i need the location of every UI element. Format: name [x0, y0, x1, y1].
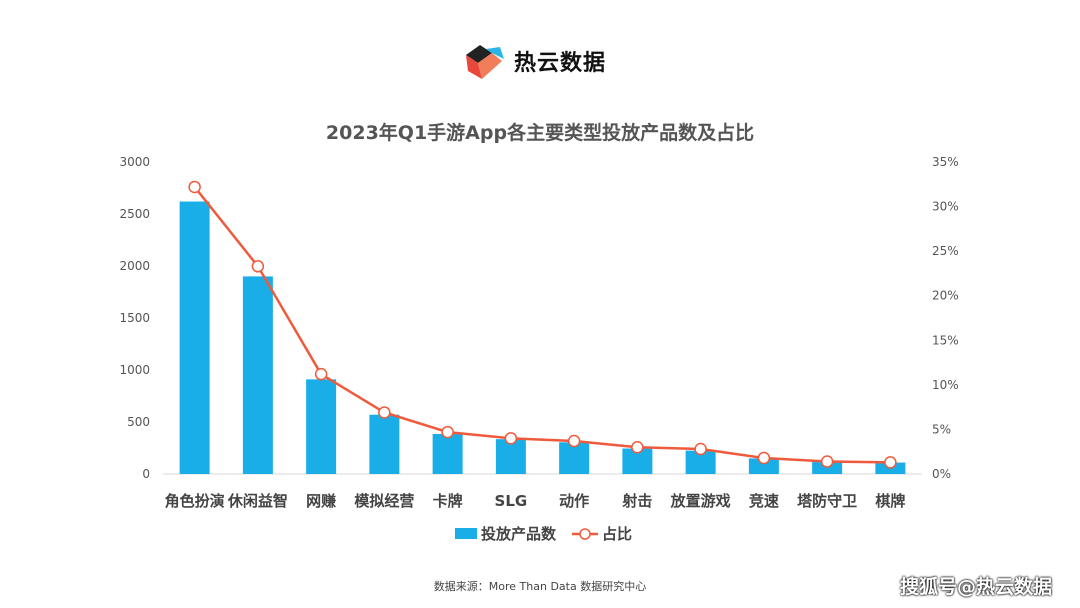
x-tick-label: 休闲益智 [227, 492, 288, 510]
bar [495, 439, 526, 474]
line-point [188, 180, 201, 194]
bar [559, 442, 590, 474]
line-point [820, 455, 834, 468]
x-tick-label: 动作 [559, 492, 589, 510]
y-right-tick-label: 20% [932, 289, 959, 303]
data-source-note: 数据来源：More Than Data 数据研究中心 [433, 580, 647, 593]
y-left-tick-label: 0 [142, 467, 150, 481]
bar [812, 462, 843, 474]
y-left-tick-label: 2500 [119, 207, 150, 221]
brand-logo: 热云数据 [462, 38, 630, 84]
brand-name: 热云数据 [514, 51, 607, 76]
reyun-logo-icon [466, 45, 504, 79]
line-point [567, 434, 581, 448]
legend-swatch-bars [455, 528, 477, 539]
bar [242, 276, 273, 474]
x-tick-label: 塔防守卫 [797, 492, 857, 510]
bar [369, 414, 400, 474]
x-tick-label: 棋牌 [875, 492, 905, 510]
line-point [884, 456, 897, 469]
line-point [378, 406, 391, 419]
x-tick-label: 角色扮演 [165, 492, 225, 510]
legend-label-line: 占比 [602, 525, 632, 543]
watermark: 搜狐号@热云数据 [899, 576, 1052, 598]
bar [306, 379, 337, 474]
bar [432, 433, 463, 474]
bar [179, 201, 210, 474]
line-point [694, 442, 707, 456]
y-left-tick-label: 3000 [119, 155, 150, 169]
y-right-tick-label: 30% [932, 200, 959, 214]
bar [685, 450, 716, 474]
y-right-tick-label: 35% [932, 155, 959, 169]
y-right-tick-label: 0% [932, 467, 951, 481]
line-point [441, 425, 454, 439]
y-right-tick-label: 5% [932, 422, 951, 436]
y-right-tick-label: 10% [932, 378, 959, 392]
chart: 2023年Q1手游App各主要类型投放产品数及占比 0 500 1000 1500 200… [119, 121, 959, 543]
line-point [314, 367, 328, 381]
line-point [631, 441, 644, 454]
legend-label-bars: 投放产品数 [481, 525, 557, 543]
line-point [251, 260, 265, 273]
y-left-tick-label: 500 [127, 415, 150, 429]
y-left-tick-label: 1500 [119, 311, 150, 325]
x-tick-label: SLG [495, 492, 528, 510]
y-right-tick-label: 15% [932, 333, 959, 347]
line-point [757, 451, 771, 465]
y-left-tick-label: 1000 [119, 363, 150, 377]
legend-swatch-marker [579, 528, 591, 540]
y-right-tick-label: 25% [932, 244, 959, 258]
y-left-tick-label: 2000 [119, 259, 150, 273]
x-tick-label: 模拟经营 [354, 492, 414, 510]
bar [748, 458, 779, 474]
x-tick-label: 竞速 [749, 492, 779, 510]
x-tick-label: 放置游戏 [670, 492, 731, 510]
x-tick-label: 卡牌 [433, 492, 463, 510]
chart-title: 2023年Q1手游App各主要类型投放产品数及占比 [326, 121, 754, 144]
x-tick-label: 射击 [621, 492, 652, 510]
line-series [193, 186, 891, 464]
x-tick-label: 网赚 [306, 492, 336, 510]
line-point [504, 432, 518, 445]
